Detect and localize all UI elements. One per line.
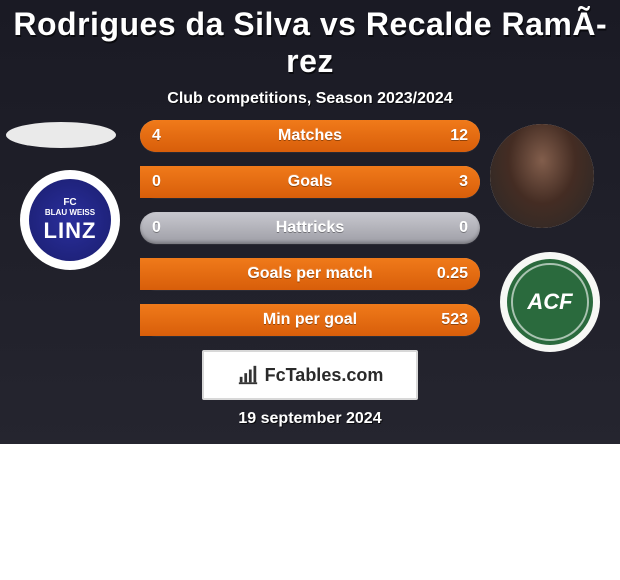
subtitle: Club competitions, Season 2023/2024	[0, 90, 620, 108]
stat-value-right: 3	[459, 166, 468, 198]
date-label: 19 september 2024	[0, 410, 620, 428]
club-line2: BLAU WEISS	[45, 209, 95, 217]
stat-bar: 0 Hattricks 0	[140, 212, 480, 244]
stat-value-left: 0	[152, 166, 161, 198]
player2-avatar	[490, 124, 594, 228]
stat-bar: 0 Goals 3	[140, 166, 480, 198]
player1-club-badge: FC BLAU WEISS LINZ	[20, 170, 120, 270]
club-badge-acf: ACF	[507, 259, 593, 345]
stat-label: Min per goal	[263, 311, 357, 329]
stat-value-left: 4	[152, 120, 161, 152]
stat-value-left: 0	[152, 212, 161, 244]
stat-fill-right	[225, 120, 480, 152]
stat-label: Matches	[278, 127, 342, 145]
player2-portrait	[490, 124, 594, 228]
stat-value-right: 12	[450, 120, 468, 152]
stat-label: Goals	[288, 173, 332, 191]
vs-label: vs	[320, 6, 357, 42]
player1-avatar	[6, 122, 116, 148]
brand-label: FcTables.com	[237, 364, 384, 386]
stat-bar: 4 Matches 12	[140, 120, 480, 152]
page-title: Rodrigues da Silva vs Recalde RamÃ­rez	[0, 0, 620, 80]
comparison-card: Rodrigues da Silva vs Recalde RamÃ­rez C…	[0, 0, 620, 444]
stat-label: Hattricks	[276, 219, 344, 237]
player2-club-badge: ACF	[500, 252, 600, 352]
stat-value-right: 0	[459, 212, 468, 244]
stat-label: Goals per match	[247, 265, 372, 283]
stat-bar: Min per goal 523	[140, 304, 480, 336]
stat-bar: Goals per match 0.25	[140, 258, 480, 290]
stat-bars: 4 Matches 12 0 Goals 3 0 Hattricks 0 Goals per ma…	[140, 120, 480, 350]
badge-ring	[511, 263, 589, 341]
chart-icon	[237, 364, 259, 386]
club-line3: LINZ	[44, 219, 97, 242]
player1-name: Rodrigues da Silva	[13, 6, 310, 42]
brand-box[interactable]: FcTables.com	[202, 350, 418, 400]
brand-text: FcTables.com	[265, 365, 384, 386]
stat-value-right: 0.25	[437, 258, 468, 290]
club-line1: FC	[63, 198, 76, 209]
club-badge-linz: FC BLAU WEISS LINZ	[29, 179, 111, 261]
stat-value-right: 523	[441, 304, 468, 336]
